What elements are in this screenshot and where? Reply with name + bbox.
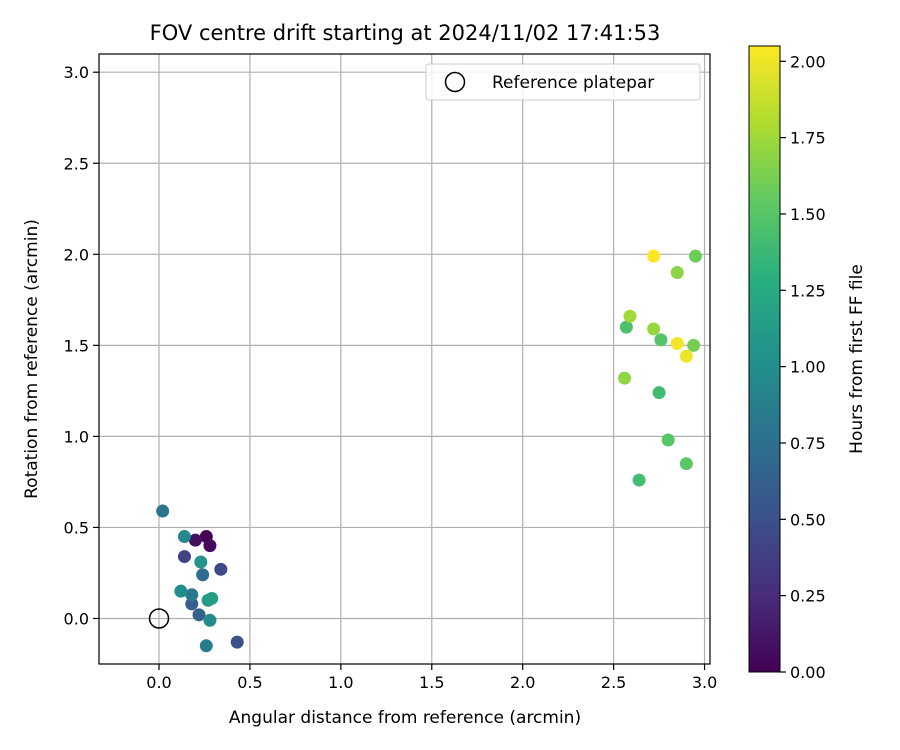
data-point <box>654 333 668 347</box>
data-points <box>156 249 702 653</box>
data-point <box>618 371 632 385</box>
x-tick-label: 1.0 <box>328 673 353 692</box>
legend-label: Reference platepar <box>492 73 654 93</box>
data-point <box>632 473 646 487</box>
data-point <box>661 433 675 447</box>
colorbar-tick-label: 1.75 <box>790 129 826 148</box>
x-tick-label: 0.0 <box>146 673 171 692</box>
x-tick-label: 2.0 <box>510 673 535 692</box>
colorbar-tick-label: 0.00 <box>790 663 826 682</box>
y-axis-label: Rotation from reference (arcmin) <box>22 219 42 499</box>
data-point <box>687 338 701 352</box>
x-axis-label: Angular distance from reference (arcmin) <box>229 708 581 728</box>
colorbar-tick-label: 0.25 <box>790 587 826 606</box>
data-point <box>688 249 702 263</box>
data-point <box>623 309 637 323</box>
legend: Reference platepar <box>425 63 701 101</box>
data-point <box>177 530 191 544</box>
data-point <box>205 591 219 605</box>
data-point <box>647 249 661 263</box>
data-point <box>203 613 217 627</box>
data-point <box>185 588 199 602</box>
data-point <box>194 555 208 569</box>
chart-title: FOV centre drift starting at 2024/11/02 … <box>150 21 661 45</box>
y-tick-label: 2.5 <box>64 154 89 173</box>
colorbar-ticks: 0.00 0.25 0.50 0.75 1.00 1.25 1.50 1.75 2.00 <box>780 52 826 682</box>
colorbar-tick-label: 2.00 <box>790 52 826 71</box>
data-point <box>647 322 661 336</box>
data-point <box>619 320 633 334</box>
plot-frame <box>98 53 711 665</box>
data-point <box>185 597 199 611</box>
data-point <box>177 550 191 564</box>
data-point <box>196 568 210 582</box>
colorbar-tick-label: 0.50 <box>790 510 826 529</box>
y-axis-ticks: 0.0 0.5 1.0 1.5 2.0 2.5 3.0 <box>64 63 99 628</box>
colorbar-tick-label: 1.25 <box>790 281 826 300</box>
y-tick-label: 3.0 <box>64 63 89 82</box>
data-point <box>203 539 217 553</box>
x-tick-label: 2.5 <box>601 673 626 692</box>
x-tick-label: 1.5 <box>419 673 444 692</box>
data-point <box>652 386 666 400</box>
data-point <box>188 533 202 547</box>
data-point <box>192 608 206 622</box>
grid-lines <box>99 54 710 664</box>
data-point <box>156 504 170 518</box>
data-point <box>199 639 213 653</box>
y-tick-label: 0.5 <box>64 518 89 537</box>
colorbar-tick-label: 1.00 <box>790 358 826 377</box>
data-point <box>230 635 244 649</box>
x-tick-label: 0.5 <box>237 673 262 692</box>
data-point <box>214 562 228 576</box>
y-tick-label: 2.0 <box>64 245 89 264</box>
data-point <box>679 457 693 471</box>
data-point <box>670 266 684 280</box>
x-axis-ticks: 0.0 0.5 1.0 1.5 2.0 2.5 3.0 <box>146 664 717 692</box>
reference-platepar-marker <box>148 608 170 629</box>
colorbar <box>748 45 781 673</box>
colorbar-tick-label: 0.75 <box>790 434 826 453</box>
legend-box <box>425 63 701 101</box>
x-tick-label: 3.0 <box>692 673 717 692</box>
colorbar-tick-label: 1.50 <box>790 205 826 224</box>
colorbar-label: Hours from first FF file <box>847 264 867 454</box>
data-point <box>174 584 188 598</box>
data-point <box>670 337 684 351</box>
data-point <box>679 349 693 363</box>
y-tick-label: 0.0 <box>64 609 89 628</box>
legend-marker-icon <box>444 71 466 93</box>
y-tick-label: 1.5 <box>64 336 89 355</box>
y-tick-label: 1.0 <box>64 427 89 446</box>
